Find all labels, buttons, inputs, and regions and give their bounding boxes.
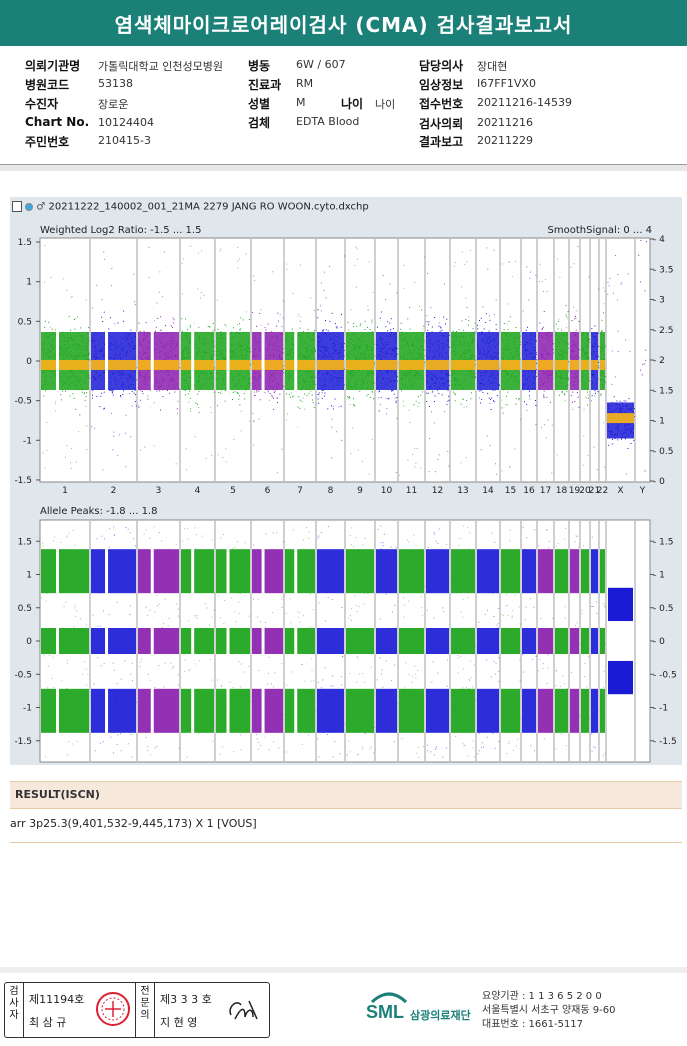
female-icon <box>25 202 34 211</box>
ward-label: 병동 <box>248 59 271 73</box>
code-value: 53138 <box>98 77 133 90</box>
id-value: 210415-3 <box>98 134 151 147</box>
clinical-value: I67FF1VX0 <box>477 77 536 90</box>
plot-filename: 20211222_140002_001_21MA 2279 JANG RO WO… <box>48 201 369 213</box>
doctor-value: 장대현 <box>477 60 508 73</box>
patient-value: 장로운 <box>98 98 129 111</box>
age-label: 나이 <box>341 97 364 111</box>
dept-value: RM <box>296 77 314 90</box>
chart-value: 10124404 <box>98 116 154 129</box>
request-label: 검사의뢰 <box>419 117 464 131</box>
patient-label: 수진자 <box>25 97 59 111</box>
age-value: 나이 <box>375 98 396 111</box>
sex-value: M <box>296 96 306 109</box>
report-date-label: 결과보고 <box>419 135 464 149</box>
cma-plot-panel <box>10 197 682 765</box>
id-label: 주민번호 <box>25 135 70 149</box>
report-date-value: 20211229 <box>477 134 533 147</box>
chart-label: Chart No. <box>25 115 90 129</box>
request-value: 20211216 <box>477 116 533 129</box>
receipt-label: 접수번호 <box>419 97 464 111</box>
doctor-label: 담당의사 <box>419 59 464 73</box>
ward-value: 6W / 607 <box>296 58 346 71</box>
hospital-value: 가톨릭대학교 인천성모병원 <box>98 60 223 73</box>
male-icon: ♂ <box>36 201 46 213</box>
sex-label: 성별 <box>248 97 271 111</box>
hospital-label: 의뢰기관명 <box>25 59 81 73</box>
clinical-label: 임상정보 <box>419 78 464 92</box>
specimen-label: 검체 <box>248 116 271 130</box>
specimen-value: EDTA Blood <box>296 115 360 128</box>
report-title: 염색체마이크로어레이검사 (CMA) 검사결과보고서 <box>0 0 687 46</box>
file-bar: ♂ 20211222_140002_001_21MA 2279 JANG RO … <box>12 201 369 213</box>
patient-info: 의뢰기관명 가톨릭대학교 인천성모병원 병동 6W / 607 담당의사 장대현… <box>0 52 687 165</box>
separator <box>0 165 687 171</box>
receipt-value: 20211216-14539 <box>477 96 572 109</box>
file-icon <box>12 201 22 212</box>
code-label: 병원코드 <box>25 78 70 92</box>
dept-label: 진료과 <box>248 78 282 92</box>
